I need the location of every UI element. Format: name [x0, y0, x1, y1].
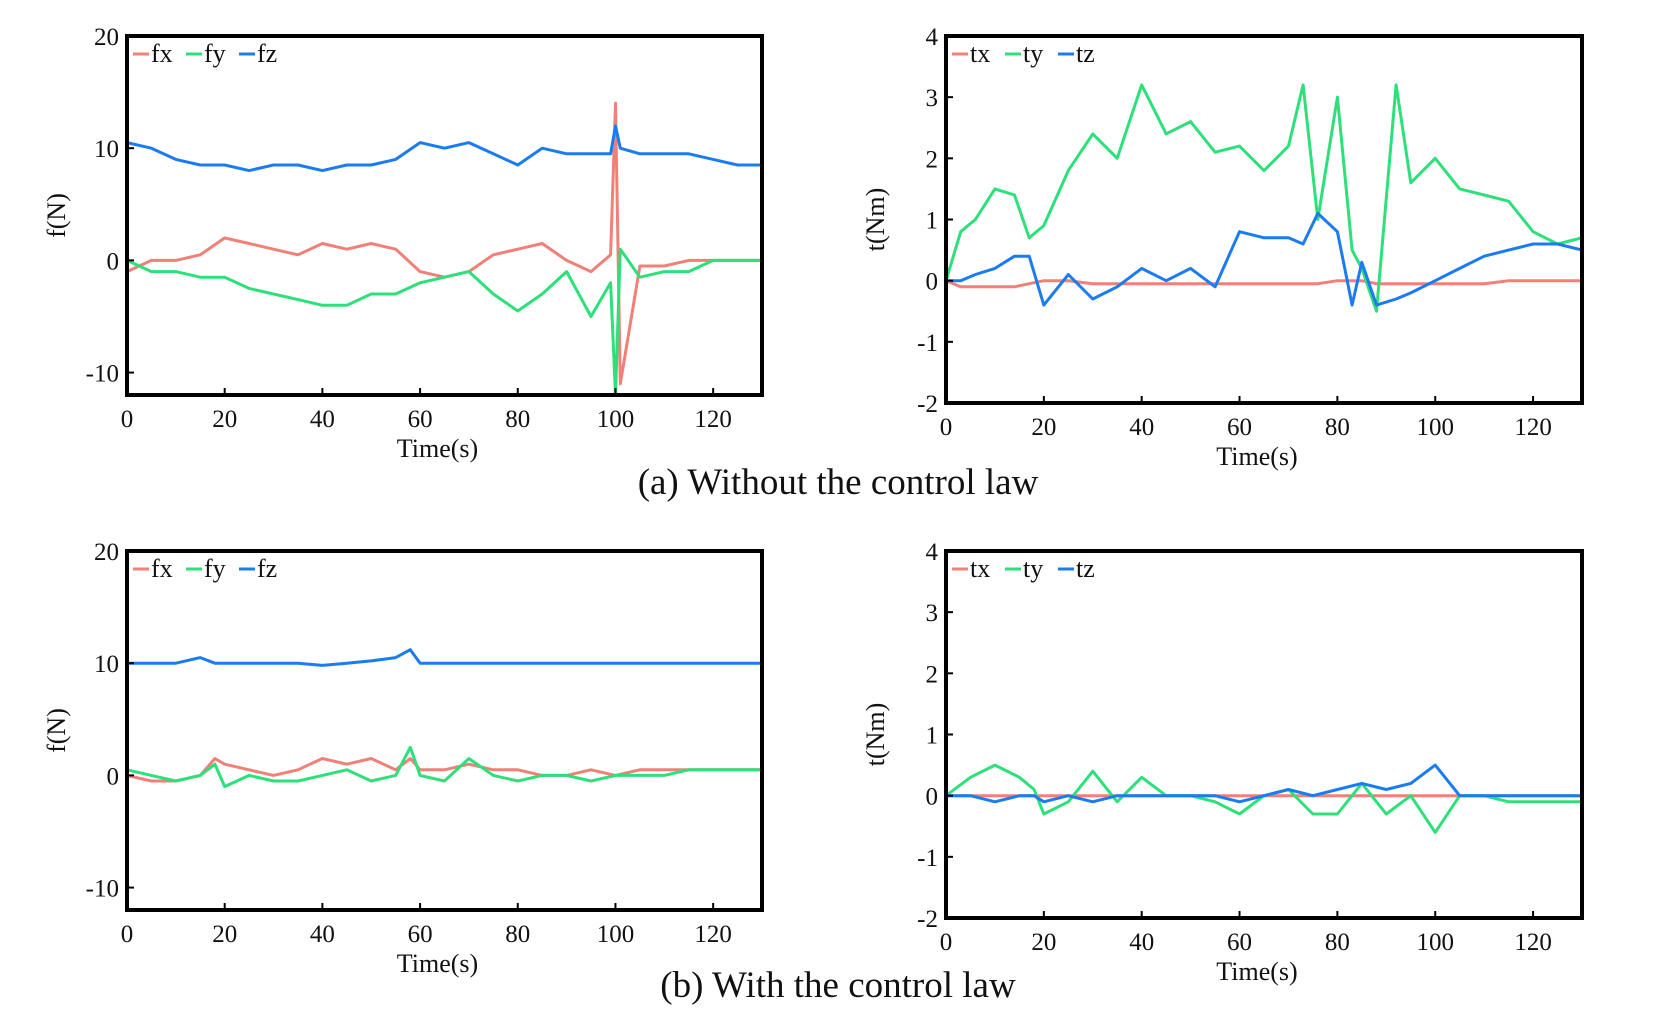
y-tick-label: -10 — [86, 876, 119, 903]
x-tick-label: 0 — [121, 406, 134, 433]
legend-label-tz: tz — [1076, 39, 1095, 68]
y-tick-label: 1 — [926, 723, 939, 750]
series-line-ty — [946, 83, 1582, 313]
y-tick-label: -1 — [917, 845, 938, 872]
legend-label-tx: tx — [970, 39, 990, 68]
y-tick-label: -10 — [86, 361, 119, 388]
y-tick-label: 1 — [926, 208, 939, 235]
legend-label-tx: tx — [970, 554, 990, 583]
x-tick-label: 60 — [1227, 414, 1252, 441]
legend-label-fz: fz — [257, 39, 277, 68]
x-tick-label: 60 — [1227, 929, 1252, 956]
series-line-fz — [127, 648, 762, 667]
x-tick-label: 120 — [1514, 414, 1552, 441]
plot-area — [946, 763, 1582, 834]
x-tick-label: 40 — [1129, 414, 1154, 441]
x-axis-label: Time(s) — [1216, 442, 1297, 471]
y-axis-label: f(N) — [42, 708, 71, 753]
series-line-fx — [127, 101, 762, 386]
y-axis-label: t(Nm) — [861, 188, 890, 252]
y-tick-label: -1 — [917, 330, 938, 357]
y-tick-label: 3 — [926, 600, 939, 627]
y-tick-label: 4 — [926, 24, 939, 51]
series-line-tx — [946, 279, 1582, 289]
x-tick-label: 20 — [212, 406, 237, 433]
x-tick-label: 0 — [940, 414, 953, 441]
plot-area — [946, 83, 1582, 313]
caption-a: (a) Without the control law — [638, 462, 1039, 503]
y-tick-label: 10 — [94, 136, 119, 163]
series-line-fz — [127, 124, 762, 173]
panel-b-torque: 0 20 40 60 80 100 120 -2 -1 0 1 2 3 4 Time(s) t(Nm) tx ty… — [861, 539, 1584, 986]
y-tick-label: 0 — [107, 763, 120, 790]
plot-area — [127, 101, 762, 395]
y-tick-label: 20 — [94, 24, 119, 51]
legend-label-ty: ty — [1023, 39, 1043, 68]
legend-label-fx: fx — [151, 39, 173, 68]
x-axis-label: Time(s) — [1216, 957, 1297, 986]
legend-label-ty: ty — [1023, 554, 1043, 583]
x-tick-label: 0 — [121, 921, 134, 948]
series-line-fx — [127, 757, 762, 783]
x-tick-label: 60 — [408, 406, 433, 433]
y-tick-label: 0 — [107, 248, 120, 275]
y-axis-label: f(N) — [42, 193, 71, 238]
x-tick-label: 120 — [694, 406, 732, 433]
legend-label-fy: fy — [204, 554, 226, 583]
x-tick-label: 20 — [1031, 414, 1056, 441]
y-tick-label: 0 — [926, 269, 939, 296]
x-tick-label: 40 — [310, 921, 335, 948]
plot-frame — [944, 34, 1584, 405]
x-tick-label: 0 — [940, 929, 953, 956]
y-tick-label: 0 — [926, 784, 939, 811]
legend-label-tz: tz — [1076, 554, 1095, 583]
panel-a-torque: 0 20 40 60 80 100 120 -2 -1 0 1 2 3 4 Time(s) t(Nm) tx ty… — [861, 24, 1584, 471]
series-line-tz — [946, 763, 1582, 804]
y-tick-label: 10 — [94, 651, 119, 678]
x-tick-label: 120 — [694, 921, 732, 948]
y-tick-label: -2 — [917, 906, 938, 933]
y-tick-label: 2 — [926, 146, 939, 173]
x-tick-label: 100 — [1416, 929, 1454, 956]
y-tick-label: 4 — [926, 539, 939, 566]
series-line-fy — [127, 745, 762, 789]
legend-label-fx: fx — [151, 554, 173, 583]
legend-label-fy: fy — [204, 39, 226, 68]
x-axis-label: Time(s) — [397, 434, 478, 463]
series-line-tz — [946, 211, 1582, 307]
x-tick-label: 20 — [212, 921, 237, 948]
x-tick-label: 80 — [505, 406, 530, 433]
plot-area — [127, 648, 762, 789]
y-tick-label: 20 — [94, 539, 119, 566]
x-axis-label: Time(s) — [397, 949, 478, 978]
x-tick-label: 80 — [1325, 929, 1350, 956]
y-tick-label: -2 — [917, 391, 938, 418]
x-tick-label: 100 — [597, 921, 635, 948]
plot-frame — [125, 34, 764, 397]
x-tick-label: 100 — [597, 406, 635, 433]
x-tick-label: 80 — [1325, 414, 1350, 441]
series-line-fy — [127, 247, 762, 395]
y-axis-label: t(Nm) — [861, 703, 890, 767]
plot-frame — [125, 549, 764, 912]
plot-frame — [944, 549, 1584, 920]
x-tick-label: 40 — [1129, 929, 1154, 956]
x-tick-label: 120 — [1514, 929, 1552, 956]
caption-b: (b) With the control law — [660, 965, 1016, 1006]
x-tick-label: 80 — [505, 921, 530, 948]
x-tick-label: 60 — [408, 921, 433, 948]
y-tick-label: 2 — [926, 661, 939, 688]
legend-label-fz: fz — [257, 554, 277, 583]
x-tick-label: 20 — [1031, 929, 1056, 956]
y-tick-label: 3 — [926, 85, 939, 112]
x-tick-label: 100 — [1416, 414, 1454, 441]
x-tick-label: 40 — [310, 406, 335, 433]
